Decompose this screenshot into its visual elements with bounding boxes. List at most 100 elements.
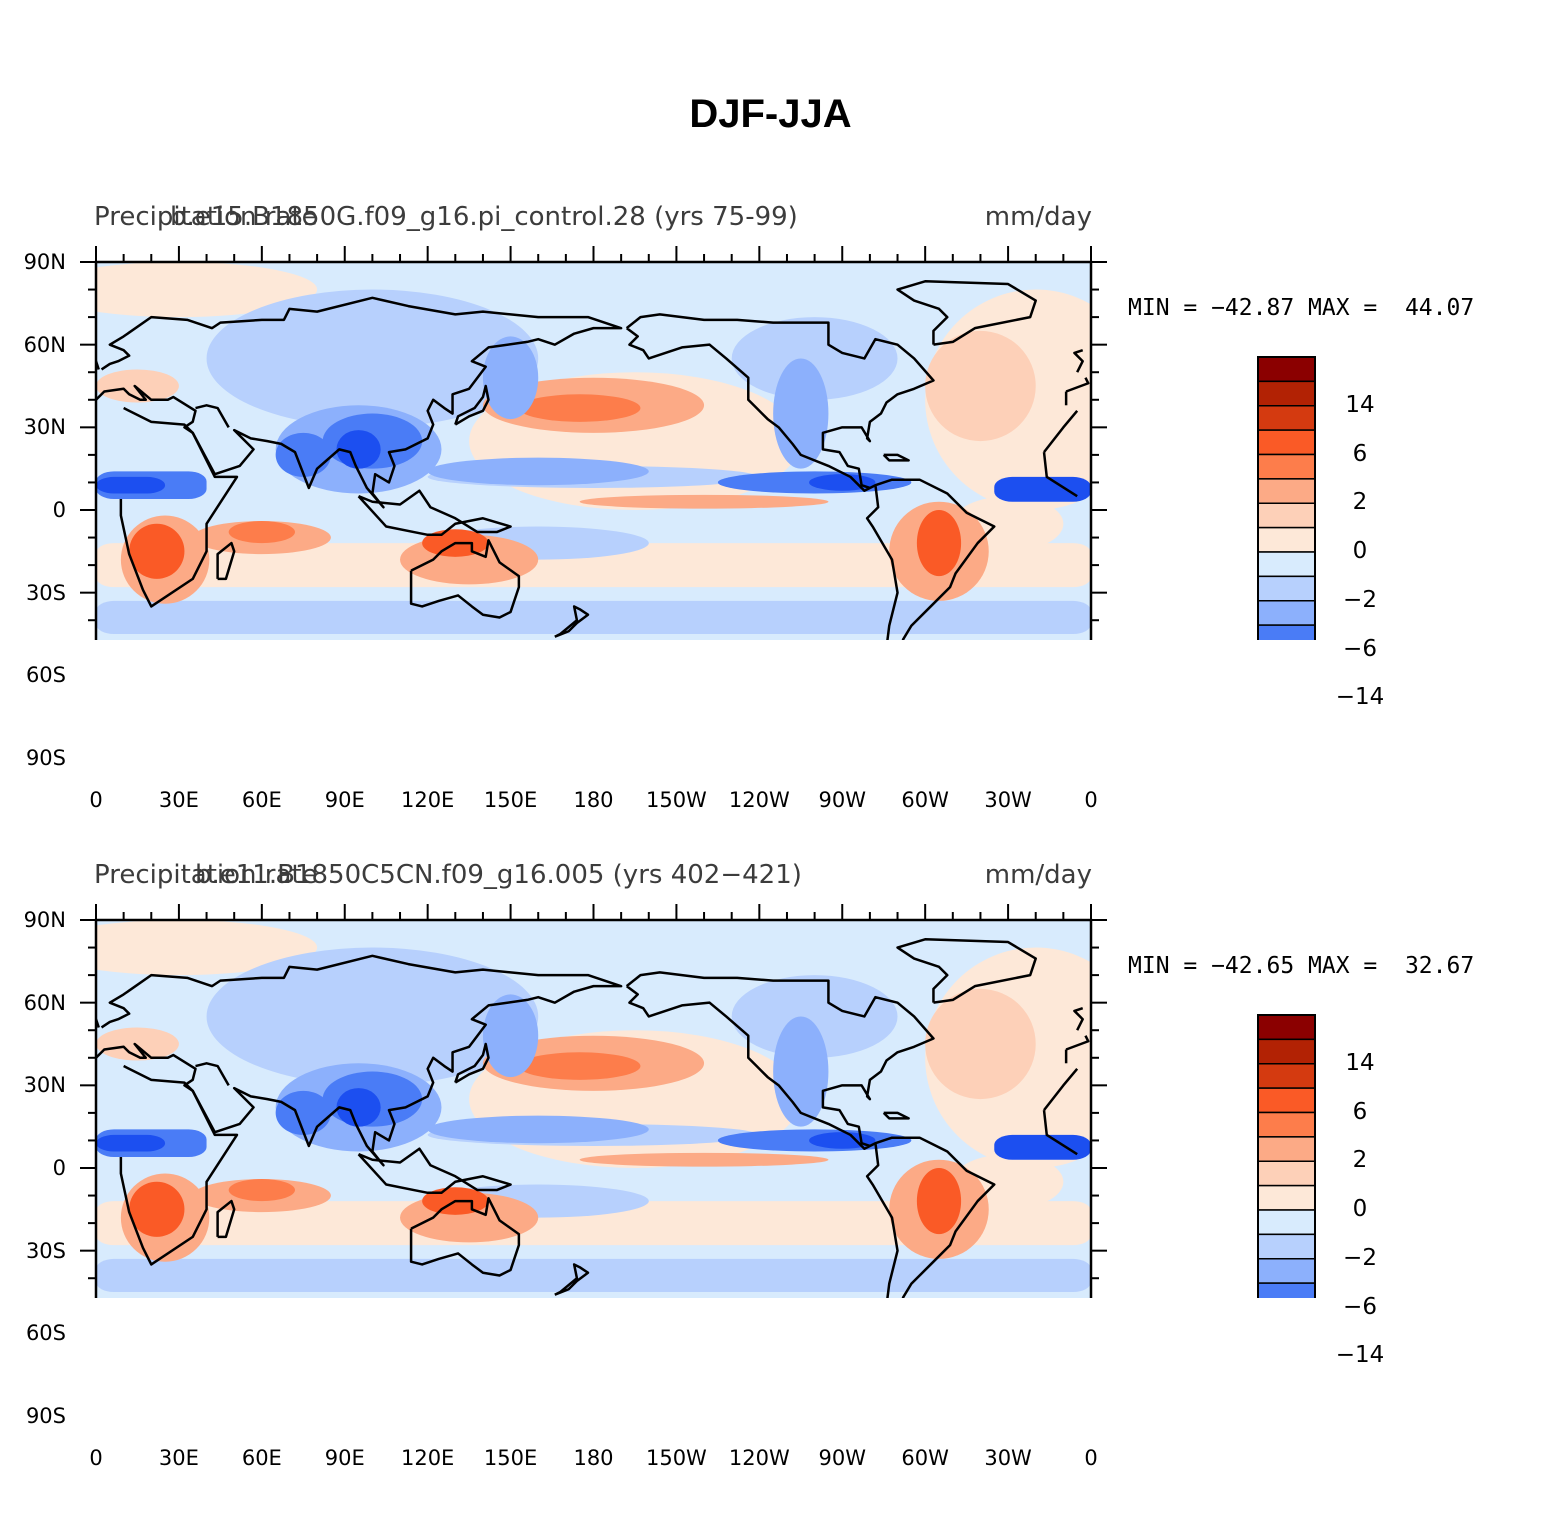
lon-tick-label: 120W: [728, 1446, 790, 1470]
lon-tick-label: 60E: [241, 788, 282, 812]
lon-tick-label: 60W: [901, 788, 949, 812]
colorbar-box: [1257, 453, 1316, 480]
north-atlantic-pos: [925, 988, 1036, 1100]
australia-coast: [409, 1197, 521, 1277]
lat-tick-label: 90S: [25, 746, 66, 770]
colorbar-box: [1257, 380, 1316, 407]
colorbar-frame: [1257, 356, 1316, 640]
lon-tick-label: 0: [1084, 788, 1098, 812]
lon-tick-label: 150W: [645, 1446, 707, 1470]
greenland-coast: [896, 280, 1037, 346]
panel-1: Precipitation rate b.e15.B1850G.f09_g16.…: [0, 0, 1541, 811]
south-africa-strong: [129, 523, 185, 579]
colorbar-label: 14: [1345, 1049, 1375, 1076]
caribbean-coast: [882, 1111, 910, 1120]
lat-tick-label: 90N: [23, 250, 66, 274]
atlantic-itcz-neg: [994, 1134, 1091, 1160]
africa-coast: [1043, 409, 1079, 453]
canada-neg: [731, 317, 898, 400]
central-america-neg: [809, 474, 876, 491]
kamchatka-neg: [482, 994, 539, 1078]
precip-map-svg: [80, 904, 1316, 1298]
south-america-coast: [865, 478, 996, 640]
min-max-label: MIN = −42.87 MAX = 44.07: [1128, 295, 1475, 321]
south-africa-strong: [129, 1181, 185, 1237]
lon-tick-label: 0: [89, 788, 103, 812]
colorbar-box: [1257, 405, 1316, 431]
colorbar-label: −6: [1343, 1293, 1377, 1320]
new-zealand-coast: [554, 1263, 590, 1296]
arctic-pos: [96, 920, 318, 976]
west-pac-neg: [427, 457, 649, 486]
lon-tick-label: 30W: [984, 1446, 1032, 1470]
coastlines: [96, 938, 1090, 1298]
colorbar-box: [1257, 1209, 1316, 1236]
brazil-strong: [916, 1168, 962, 1235]
colorbar-box: [1257, 551, 1316, 578]
asia-monsoon-core: [336, 430, 381, 469]
madagascar-coast: [216, 541, 236, 581]
units-label: mm/day: [984, 860, 1092, 890]
lon-tick-label: 150E: [483, 788, 538, 812]
precip-field: [96, 262, 1091, 640]
case-label: b.e11.B1850C5CN.f09_g16.005 (yrs 402−421…: [195, 860, 802, 890]
colorbar-box: [1257, 1063, 1316, 1089]
north-america-coast: [625, 313, 935, 492]
asia-monsoon-core: [336, 1088, 381, 1127]
colorbar-label: −14: [1335, 684, 1385, 711]
lat-tick-label: 0: [52, 1156, 66, 1180]
panel-2: Precipitation rate b.e11.B1850C5CN.f09_g…: [0, 658, 1541, 1469]
eurasia-coast: [96, 296, 623, 509]
colorbar-box: [1257, 1282, 1316, 1298]
eurasia-coast: [96, 954, 623, 1167]
lon-tick-label: 0: [89, 1446, 103, 1470]
colorbar-label: 6: [1352, 440, 1368, 467]
colorbar-box: [1257, 575, 1316, 602]
sahel-core: [96, 476, 166, 494]
colorbar-box: [1257, 1014, 1316, 1041]
indian-strong: [228, 521, 295, 544]
lon-tick-label: 90W: [818, 788, 867, 812]
lon-tick-label: 30W: [984, 788, 1032, 812]
colorbar-label: 2: [1352, 489, 1368, 516]
uk-coast: [1073, 348, 1084, 373]
colorbar-label: −6: [1343, 635, 1377, 662]
lat-tick-label: 60S: [25, 1321, 66, 1346]
canada-neg: [731, 975, 898, 1058]
lat-tick-label: 30N: [23, 415, 66, 440]
colorbar-label: −2: [1343, 1244, 1377, 1271]
colorbar-box: [1257, 1233, 1316, 1260]
colorbar-label: −2: [1343, 586, 1377, 613]
lat-tick-label: 60N: [23, 990, 66, 1015]
colorbar-frame: [1257, 1014, 1316, 1298]
africa-coast: [1043, 1067, 1079, 1111]
africa-coast: [1042, 1109, 1078, 1156]
colorbar-box: [1257, 526, 1316, 553]
lon-tick-label: 150W: [645, 788, 707, 812]
colorbar-label: −14: [1335, 1342, 1385, 1369]
caribbean-coast: [882, 453, 910, 462]
lat-tick-label: 90N: [23, 908, 66, 932]
colorbar-box: [1257, 1258, 1316, 1284]
west-pac-neg: [427, 1115, 649, 1144]
colorbar-box: [1257, 429, 1316, 456]
colorbar-label: 14: [1345, 391, 1375, 418]
na-west-neg: [773, 1016, 829, 1127]
colorbar-box: [1257, 1160, 1316, 1187]
lon-tick-label: 180: [573, 1446, 614, 1470]
lat-tick-label: 0: [52, 498, 66, 522]
colorbar-label: 6: [1352, 1098, 1368, 1125]
lon-tick-label: 0: [1084, 1446, 1098, 1470]
indonesia-coast: [357, 489, 512, 537]
southern-neg-band: [96, 600, 1091, 634]
north-atlantic-pos: [925, 330, 1036, 442]
colorbar-box: [1257, 1136, 1316, 1162]
variable-label: Precipitation rate: [94, 860, 318, 890]
min-max-label: MIN = −42.65 MAX = 32.67: [1128, 953, 1475, 979]
new-zealand-coast: [554, 605, 590, 638]
eurasia-coast: [1065, 377, 1090, 393]
itcz-east-pos: [579, 494, 829, 509]
precip-field: [96, 920, 1091, 1298]
lon-tick-label: 30E: [158, 788, 199, 812]
lon-tick-label: 60W: [901, 1446, 949, 1470]
